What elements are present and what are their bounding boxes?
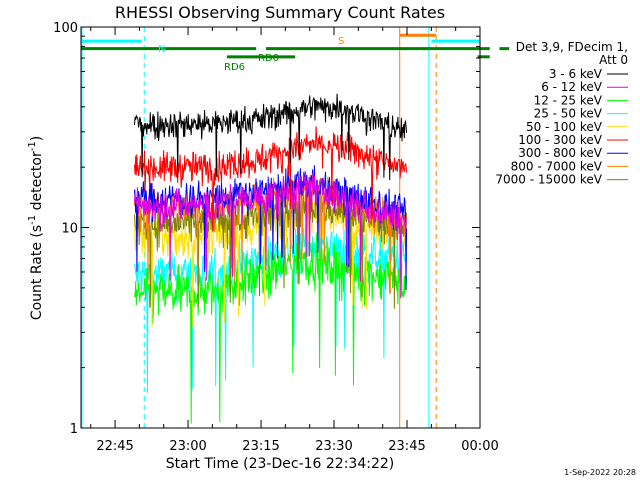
x-tick-label: 23:30 [315,439,352,454]
y-tick-label: 1 [70,422,78,437]
y-axis-ticks: 1 10 100 [53,21,480,437]
legend-label-5: 100 - 300 keV [518,133,602,147]
x-tick-label: 00:00 [461,439,498,454]
legend-label-4: 50 - 100 keV [526,120,603,134]
flag-label-rd0: RD0 [258,53,279,64]
series-line-6-12-kev [134,171,408,299]
x-tick-label: 23:45 [388,439,425,454]
x-axis-label: Start Time (23-Dec-16 22:34:22) [166,456,394,472]
flag-label-n: N [158,44,165,55]
series-line-3-6-kev [134,93,408,181]
data-series [134,93,408,424]
legend-label-1: 6 - 12 keV [541,80,603,94]
legend-label-7: 800 - 7000 keV [511,159,603,173]
legend-label-6: 300 - 800 keV [518,146,602,160]
legend-label-0: 3 - 6 keV [549,67,603,81]
flag-label-s: S [338,36,344,47]
flag-bars: N RD0 RD6 S [81,33,510,73]
plot-area: N RD0 RD6 S [81,27,510,428]
legend-label-8: 7000 - 15000 keV [495,173,602,187]
series-line-12-25-kev [134,232,408,424]
x-tick-label: 23:00 [169,439,206,454]
legend-label-3: 25 - 50 keV [534,107,603,121]
chart-title: RHESSI Observing Summary Count Rates [115,3,445,22]
flag-label-rd6: RD6 [224,62,245,73]
y-tick-label: 10 [61,222,78,237]
footer-date: 1-Sep-2022 20:28 [564,468,636,477]
x-axis-ticks: 22:45 23:00 23:15 23:30 23:45 00:00 [90,27,499,454]
legend-header-line-2: Att 0 [599,53,628,67]
x-tick-label: 23:15 [242,439,279,454]
y-axis-label: Count Rate (s-1 detector-1) [27,136,45,320]
legend-label-2: 12 - 25 keV [534,93,603,107]
y-tick-label: 100 [53,21,78,36]
x-tick-label: 22:45 [96,439,133,454]
legend-header-line-1: Det 3,9, FDecim 1, [516,40,628,54]
series-line-100-300-kev [134,126,408,231]
